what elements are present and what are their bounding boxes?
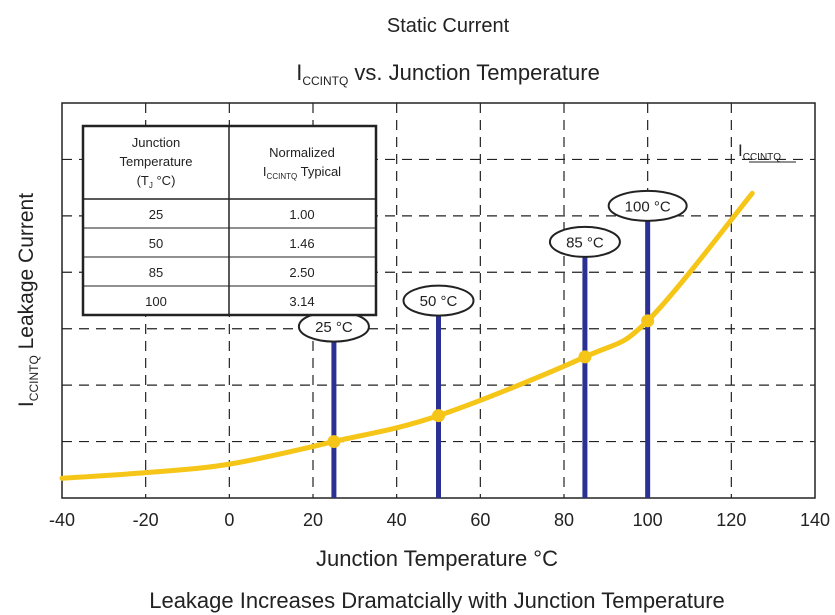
table-cell-temp: 25 [149,207,163,222]
x-tick-label: 0 [224,510,234,530]
series-label-main: I [738,141,743,160]
marker-bubble [548,225,621,258]
chart-title-sub: CCINTQ [302,74,348,88]
series-label-sub: CCINTQ [743,152,782,163]
chart-title-main: I [296,60,302,85]
marker-label: 25 °C [315,319,353,336]
x-axis-label: Junction Temperature °C [316,546,558,571]
marker-bubble [607,189,688,222]
marker-label: 50 °C [420,293,458,310]
table-header-col2-line2: ICCINTQ Typical [263,164,341,181]
chart-title-line1: Static Current [387,15,510,37]
series-points [327,314,655,449]
chart-title-rest: vs. Junction Temperature [348,60,600,85]
x-tick-label: 20 [303,510,323,530]
marker-bubble [402,284,475,317]
x-tick-label: 80 [554,510,574,530]
marker-label: 100 °C [625,198,671,215]
series-label: ICCINTQ [738,141,781,163]
table-cell-value: 3.14 [289,294,314,309]
table-cell-value: 1.46 [289,236,314,251]
x-tick-label: 40 [387,510,407,530]
table-header-col1-line2: Temperature [120,154,193,169]
table-cell-value: 1.00 [289,207,314,222]
data-point [578,350,592,364]
x-tick-label: 100 [633,510,663,530]
y-axis-label: ICCINTQ Leakage Current [15,193,41,407]
table-header-col1-line3-main: (T [137,173,149,188]
table-cell-temp: 100 [145,294,167,309]
table-header-col2-main: I [263,164,267,179]
x-tick-label: 140 [800,510,830,530]
y-axis-label-sub: CCINTQ [27,355,41,401]
table-header-col1-line1: Junction [132,135,180,150]
table-header-col1-line3: (TJ °C) [137,173,176,190]
normalized-table: Junction Temperature (TJ °C) Normalized … [81,124,378,317]
data-point [327,435,341,449]
x-tick-label: -40 [49,510,75,530]
table-cell-temp: 50 [149,236,163,251]
table-cell-value: 2.50 [289,265,314,280]
table-header-col2-sub: CCINTQ [267,172,298,181]
table-header-col1-line3-sub: J [149,181,153,190]
data-point [432,409,445,423]
x-tick-label: -20 [133,510,159,530]
temperature-bubbles: 25 °C 50 °C 85 °C 100 °C [297,189,688,343]
x-tick-label: 60 [470,510,490,530]
temperature-markers [331,219,651,498]
x-tick-label: 120 [716,510,746,530]
table-cell-temp: 85 [149,265,163,280]
table-header-col2-rest: Typical [297,164,341,179]
chart-caption: Leakage Increases Dramatcially with Junc… [149,588,725,613]
x-tick-labels: -40 -20 0 20 40 60 80 100 120 140 [49,510,830,530]
marker-label: 85 °C [566,234,604,251]
y-axis-label-rest: Leakage Current [15,193,38,355]
chart-title: ICCINTQ vs. Junction Temperature [296,60,600,88]
y-axis-label-main: I [15,401,38,407]
table-header-col1-line3-rest: °C) [153,173,176,188]
data-point [641,314,655,328]
table-header-col2-line1: Normalized [269,145,335,160]
